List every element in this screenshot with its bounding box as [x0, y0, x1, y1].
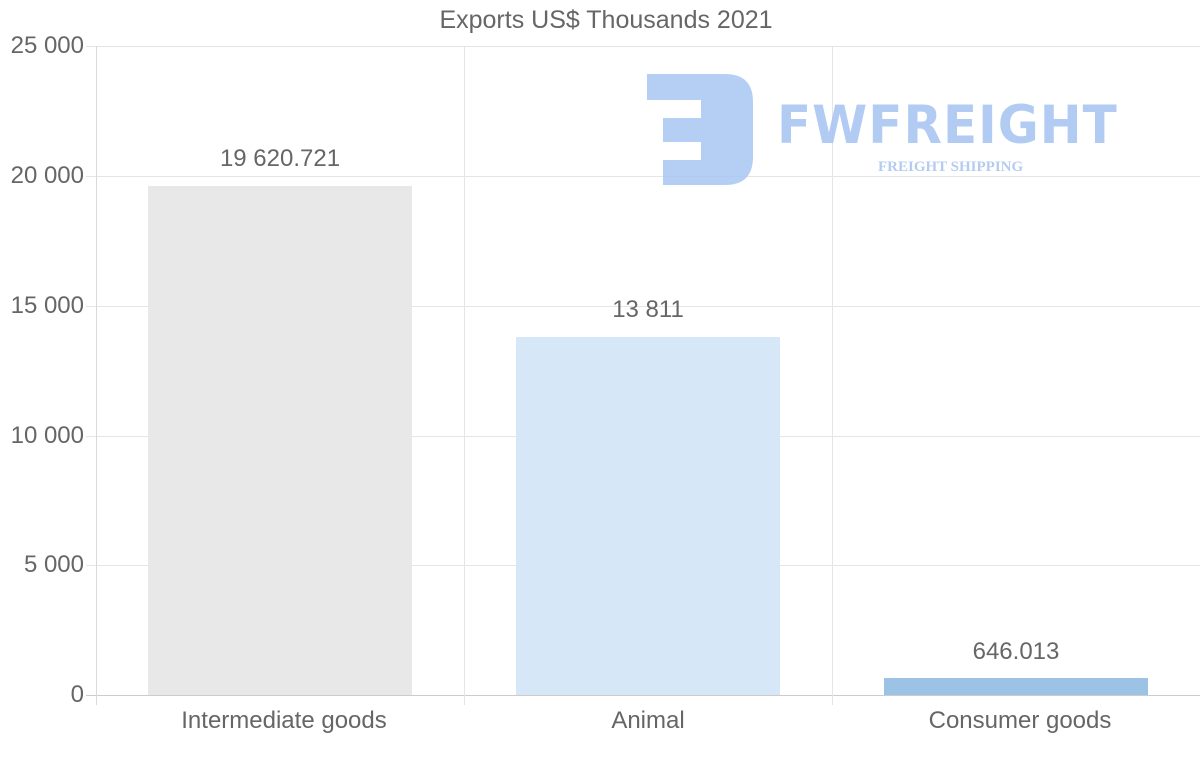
y-tick-label: 0: [70, 681, 84, 708]
x-tick-label: Animal: [611, 707, 685, 734]
y-axis-line: [96, 46, 97, 705]
plot-area: 19 620.721 13 811 646.013: [86, 46, 1200, 705]
gridline-20000: [86, 176, 1200, 177]
y-tick-label: 10 000: [10, 422, 84, 449]
y-tick-label: 5 000: [23, 551, 84, 578]
x-axis-line: [86, 695, 1200, 696]
bar-value-label: 13 811: [612, 296, 684, 323]
vgridline-1: [464, 46, 465, 705]
bar-intermediate-goods[interactable]: [148, 186, 412, 695]
fwfreight-logo-icon: [647, 74, 753, 185]
gridline-25000: [86, 46, 1200, 47]
gridline-15000: [86, 306, 1200, 307]
watermark-logo: FWFREIGHT FREIGHT SHIPPING: [645, 72, 1155, 187]
vgridline-2: [832, 46, 833, 705]
bar-value-label: 19 620.721: [219, 145, 341, 172]
y-tick-label: 20 000: [10, 162, 84, 189]
chart-title: Exports US$ Thousands 2021: [439, 6, 773, 34]
watermark-tagline: FREIGHT SHIPPING: [878, 159, 1024, 175]
x-tick-label: Intermediate goods: [181, 707, 387, 734]
x-tick-label: Consumer goods: [928, 707, 1112, 734]
bar-animal[interactable]: [516, 337, 780, 695]
watermark-brand: FWFREIGHT: [777, 94, 1118, 156]
y-tick-label: 15 000: [10, 292, 84, 319]
y-tick-label: 25 000: [10, 32, 84, 59]
bar-value-label: 646.013: [972, 638, 1060, 665]
bar-consumer-goods[interactable]: [884, 678, 1148, 695]
